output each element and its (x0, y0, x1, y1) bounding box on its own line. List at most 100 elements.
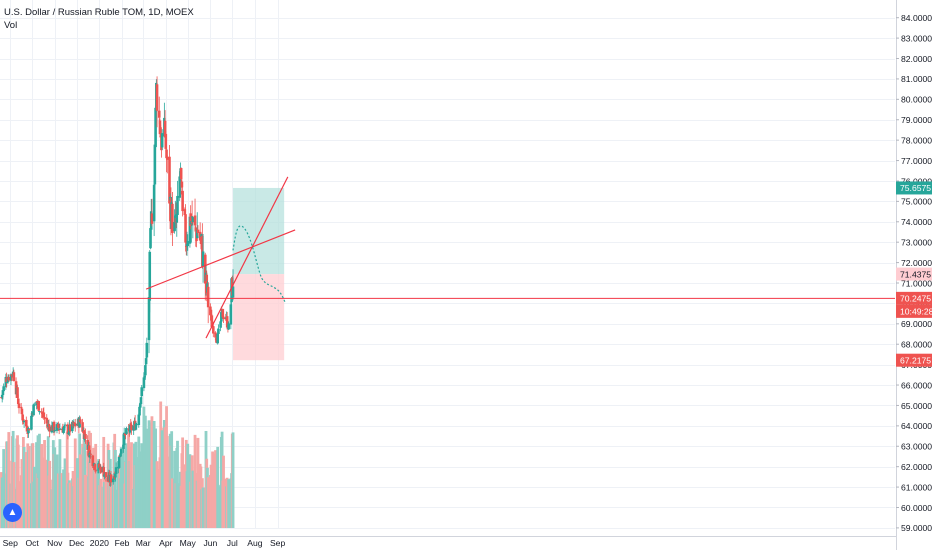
volume-bar (135, 457, 138, 528)
volume-bar (191, 470, 195, 528)
candle-body (160, 133, 164, 148)
y-tick-label: 79.0000 (901, 115, 932, 125)
volume-bar (114, 449, 117, 528)
y-tick-label: 80.0000 (901, 95, 932, 105)
tradingview-logo-icon[interactable]: ▲ (3, 503, 22, 522)
candle-body (16, 387, 19, 398)
projection-path (232, 225, 287, 304)
entry-price-tag-label: 71.4375 (900, 269, 931, 279)
y-tick-label: 72.0000 (901, 258, 932, 268)
candle-body (137, 414, 141, 426)
y-tick-label: 60.0000 (901, 503, 932, 513)
candle-body (227, 323, 230, 330)
y-tick-label: 68.0000 (901, 340, 932, 350)
x-tick-label: Nov (47, 538, 63, 548)
candle-body (140, 387, 144, 397)
candle-body (163, 120, 167, 137)
countdown-tag-bg (896, 304, 932, 318)
x-tick-label: Jun (203, 538, 217, 548)
stop-zone (233, 274, 285, 361)
y-tick-label: 84.0000 (901, 13, 932, 23)
volume-bar (150, 416, 154, 528)
candle-body (43, 417, 46, 419)
candle-body (114, 473, 117, 478)
volume-bar (142, 406, 146, 528)
x-tick-label: 2020 (90, 538, 109, 548)
candle-body (179, 168, 183, 180)
candle-body (194, 227, 198, 231)
candle-body (164, 133, 168, 149)
volume-bar (227, 479, 231, 528)
candle-body (19, 407, 23, 409)
candle-body (62, 428, 65, 434)
candle-body (117, 456, 121, 468)
volume-bar (231, 432, 235, 528)
y-tick-label: 73.0000 (901, 237, 932, 247)
volume-bar (145, 428, 149, 528)
candle-body (1, 390, 5, 396)
candle-body (128, 424, 132, 433)
x-tick-label: Sep (270, 538, 286, 548)
candle-body (27, 428, 30, 434)
volume-bar (211, 453, 215, 528)
candle-body (45, 417, 49, 424)
candle-body (144, 365, 147, 376)
candle-body (199, 237, 203, 239)
y-tick-label: 65.0000 (901, 401, 932, 411)
candle-body (56, 423, 60, 425)
trendline (205, 176, 289, 339)
candle-body (111, 478, 115, 483)
candle-body (88, 452, 92, 458)
y-tick-label: 61.0000 (901, 482, 932, 492)
candle-body (209, 306, 212, 316)
candle-body (67, 432, 70, 435)
volume-label[interactable]: Vol (4, 20, 18, 31)
candle-body (114, 467, 118, 474)
candle-body (200, 234, 203, 237)
candle-body (191, 217, 195, 222)
candle-body (150, 213, 154, 224)
candle-body (148, 251, 152, 301)
candle-body (210, 315, 214, 327)
stop-price-tag-bg (896, 353, 932, 367)
candle-body (221, 309, 225, 318)
candle-body (157, 110, 161, 118)
x-tick-label: Aug (247, 538, 263, 548)
candle-body (102, 467, 106, 477)
candle-body (103, 474, 106, 477)
candle-body (91, 455, 95, 467)
candle-body (176, 195, 179, 215)
candle-body (143, 375, 146, 378)
candle-body (145, 342, 149, 358)
candle-body (2, 386, 5, 392)
stop-price-tag-label: 67.2175 (900, 355, 931, 365)
candle-body (135, 424, 138, 426)
candle-body (73, 423, 77, 427)
candle-body (198, 231, 202, 241)
volume-bar (196, 437, 200, 528)
y-tick-label: 76.0000 (901, 176, 932, 186)
x-tick-label: Dec (69, 538, 85, 548)
candles (0, 76, 235, 487)
candle-body (217, 328, 220, 334)
candle-body (122, 444, 125, 449)
candle-body (214, 338, 218, 341)
volume-bar (119, 447, 123, 528)
candle-body (37, 401, 41, 411)
trendline (145, 229, 296, 290)
candle-body (155, 84, 159, 111)
candle-body (81, 422, 84, 432)
candle-body (142, 377, 146, 389)
volume-bar (38, 433, 41, 528)
candle-body (71, 421, 74, 432)
volume-bar (32, 466, 36, 528)
price-axis: 59.0000 60.0000 61.0000 62.0000 63.0000 64.00… (896, 13, 932, 533)
candle-body (130, 424, 133, 431)
y-tick-label: 63.0000 (901, 442, 932, 452)
candle-body (181, 190, 184, 212)
candle-body (63, 424, 67, 426)
symbol-title[interactable]: U.S. Dollar / Russian Ruble TOM, 1D, MOE… (4, 7, 194, 18)
candle-body (79, 419, 82, 423)
